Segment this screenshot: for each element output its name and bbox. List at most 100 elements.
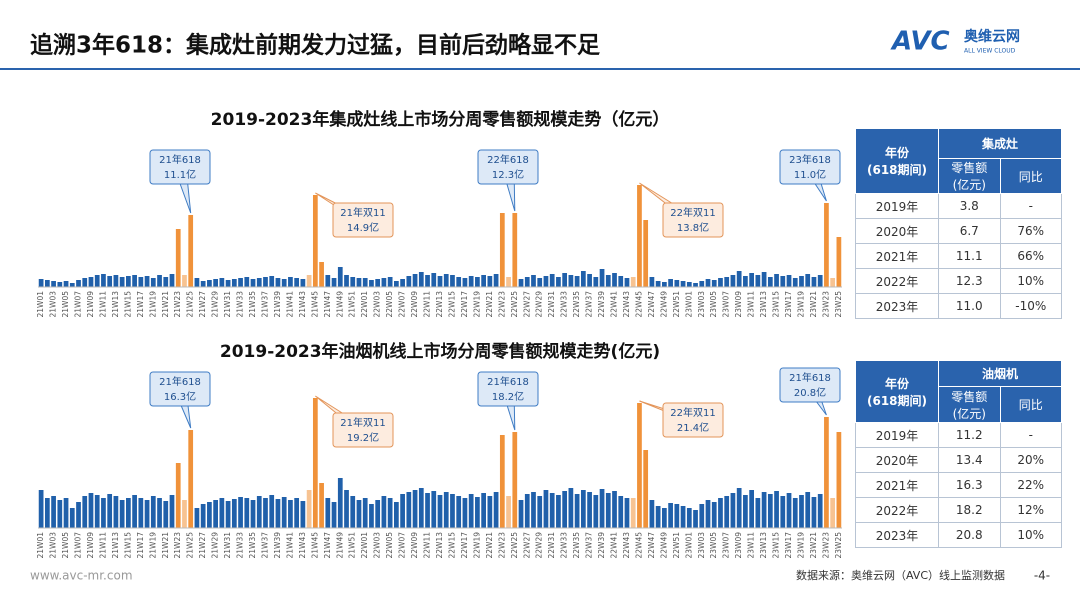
x-tick-label: 21W33 [236,291,245,318]
bar [481,275,486,287]
callout-value: 14.9亿 [347,221,379,234]
x-tick-label: 21W19 [148,291,157,318]
x-tick-label: 21W37 [260,291,269,318]
x-tick-label: 22W35 [572,532,581,559]
x-tick-label: 22W11 [423,291,432,318]
bar [475,497,480,528]
bar [549,274,555,287]
x-tick-label: 21W23 [173,291,182,318]
bar [369,504,374,528]
bar [344,275,349,287]
x-tick-label: 21W39 [273,532,282,559]
bar [612,273,617,287]
bar [562,491,568,528]
bar [244,498,250,528]
x-tick-label: 23W19 [796,532,805,559]
x-tick-label: 21W09 [86,291,95,318]
bar [792,498,798,528]
bar [743,495,748,528]
x-tick-label: 23W13 [759,291,768,318]
x-tick-label: 21W19 [148,532,157,559]
bar [44,280,50,287]
callout-box [662,202,724,238]
x-tick-label: 21W01 [36,291,45,318]
bar [150,496,156,528]
x-tick-label: 23W11 [747,291,756,318]
x-tick-label: 21W49 [335,291,344,318]
x-tick-label: 22W13 [435,532,444,559]
x-tick-label: 22W17 [460,291,469,318]
bar [238,497,243,528]
x-tick-label: 22W39 [597,291,606,318]
bar [743,276,748,287]
bar [63,498,69,528]
bar [693,283,698,287]
callout-box [779,367,841,403]
x-tick-label: 21W13 [111,532,120,559]
x-tick-label: 21W29 [211,532,220,559]
bar [574,494,580,528]
x-tick-label: 22W39 [597,532,606,559]
bar [767,494,773,528]
x-tick-label: 23W15 [772,532,781,559]
bar [225,501,231,528]
callout-label: 21年618 [789,371,831,384]
x-tick-label: 22W37 [585,532,594,559]
bar [605,493,611,528]
x-tick-label: 21W17 [136,532,145,559]
bar [531,492,536,528]
bar [450,494,455,528]
x-tick-label: 22W31 [547,532,556,559]
bar [599,269,605,287]
table-cell: 2019年 [855,422,939,448]
bar [718,498,723,528]
bar [82,278,88,287]
bar [506,277,511,287]
x-tick-label: 22W03 [373,532,382,559]
bar [150,278,156,287]
bar [38,279,44,287]
bar [406,492,412,528]
bar [82,496,88,528]
x-tick-label: 23W03 [697,291,706,318]
logo-cn: 奥维云网 [964,28,1020,45]
callout-label: 23年618 [789,153,831,166]
chart-title: 2019-2023年集成灶线上市场分周零售额规模走势（亿元） [211,109,670,130]
page-title: 追溯3年618：集成灶前期发力过猛，目前后劲略显不足 [30,32,600,59]
bar [817,494,823,528]
column-header: 同比 [999,158,1062,194]
bar [649,277,655,287]
x-tick-label: 22W31 [547,291,556,318]
bar [724,496,730,528]
x-tick-label: 23W07 [722,532,731,559]
bar [686,508,692,528]
bar [132,275,137,287]
bar [319,483,324,528]
bar [38,490,44,528]
bar [718,278,723,287]
x-tick-label: 21W25 [186,291,195,318]
bar [817,275,823,287]
x-tick-label: 22W01 [360,291,369,318]
bar [394,502,399,528]
bar [400,279,405,287]
bar [431,273,437,287]
x-tick-label: 22W37 [585,291,594,318]
bar [57,282,63,287]
table-cell: 2022年 [855,497,939,523]
logo: AVC [890,27,950,57]
bar [319,262,324,287]
x-tick-label: 21W41 [285,532,294,559]
x-tick-label: 22W27 [522,291,531,318]
bar [281,279,287,287]
bar [51,496,56,528]
table-cell: 2020年 [855,218,939,244]
x-tick-label: 23W19 [796,291,805,318]
group-header: 油烟机 [938,360,1062,387]
x-tick-label: 22W33 [560,291,569,318]
bar [674,504,680,528]
bar [157,275,162,287]
bar [593,495,599,528]
